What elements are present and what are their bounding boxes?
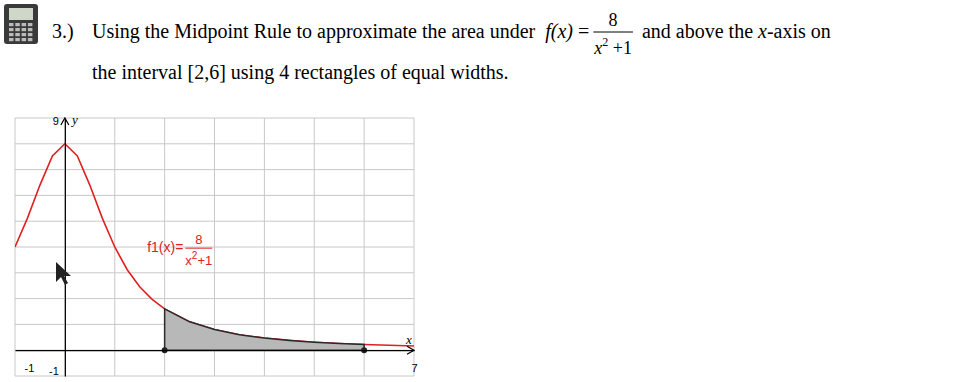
icon-key	[15, 28, 19, 31]
text-part: -axis on	[767, 20, 831, 42]
x-axis: -1 7	[16, 350, 418, 374]
text-part: and above the	[642, 20, 753, 42]
annotation-denominator: x2+1	[185, 250, 212, 268]
problem-text-line2: the interval [2,6] using 4 rectangles of…	[92, 61, 509, 84]
grid-line-y	[15, 376, 414, 377]
annotation-prefix: f1(x)=	[147, 239, 183, 255]
fraction-bar	[593, 32, 633, 33]
x-tick-label: -1	[25, 362, 35, 374]
grid-line-y	[15, 195, 414, 196]
shaded-area	[165, 309, 365, 350]
grid-line-y	[15, 169, 414, 170]
calculator-icon	[4, 4, 38, 44]
icon-key	[9, 38, 14, 41]
x-axis-title: x	[405, 332, 412, 347]
equals-sign: =	[578, 20, 589, 42]
problem-number: 3.)	[52, 20, 74, 43]
icon-key	[28, 38, 33, 41]
y-tick-label: 9	[53, 115, 59, 127]
icon-key	[22, 38, 27, 41]
annotation-denominator-rest: +1	[197, 253, 212, 268]
annotation-fraction-bar	[185, 248, 212, 249]
y-axis-title: y	[70, 112, 78, 127]
numerator: 8	[609, 10, 618, 30]
denominator-base: x	[593, 38, 602, 58]
grid-line-y	[15, 247, 414, 248]
icon-key	[9, 28, 14, 31]
icon-key	[9, 33, 14, 36]
icon-key	[28, 33, 33, 36]
icon-body	[4, 4, 38, 44]
x-tick: -1	[16, 350, 35, 374]
icon-key	[28, 23, 33, 26]
y-tick-label: -1	[49, 365, 59, 377]
y-axis-line	[65, 119, 66, 377]
problem-text-after: and above thex-axis on	[642, 20, 831, 42]
y-tick: -1	[49, 365, 65, 377]
x-axis-arrow	[407, 346, 414, 354]
annotation-numerator: 8	[195, 232, 202, 247]
icon-key	[28, 28, 33, 31]
icon-key	[15, 23, 19, 26]
denominator-rest: +1	[608, 38, 632, 58]
icon-key	[15, 38, 19, 41]
grid-line-y	[15, 221, 414, 222]
function-name: f(x)	[545, 20, 573, 43]
figure: 3.) Using the Midpoint Rule to approximat…	[0, 0, 961, 382]
icon-key	[22, 33, 27, 36]
icon-key	[22, 28, 27, 31]
x-axis-line	[16, 350, 415, 351]
x-tick: 7	[411, 350, 417, 374]
x-tick-label: 7	[411, 362, 417, 374]
icon-key	[15, 33, 19, 36]
pointer-icon	[56, 262, 71, 285]
grid	[15, 118, 414, 376]
y-axis-arrow	[61, 118, 69, 125]
icon-screen	[9, 8, 33, 20]
plot-area	[15, 144, 414, 353]
grid-line-y	[15, 272, 414, 273]
axis-variable: x	[757, 20, 767, 42]
grid-line-y	[15, 324, 414, 325]
grid-line-y	[15, 298, 414, 299]
function-curve	[15, 144, 414, 346]
icon-key	[9, 23, 14, 26]
y-axis: -1 9	[49, 115, 65, 377]
icon-key	[22, 23, 27, 26]
denominator: x2 +1	[593, 35, 632, 58]
grid-line-y	[15, 143, 414, 144]
chart: -1 7 -1 9y x f1(x)=x2+1 8	[15, 112, 418, 377]
problem-text: Using the Midpoint Rule to approximate t…	[92, 20, 536, 43]
